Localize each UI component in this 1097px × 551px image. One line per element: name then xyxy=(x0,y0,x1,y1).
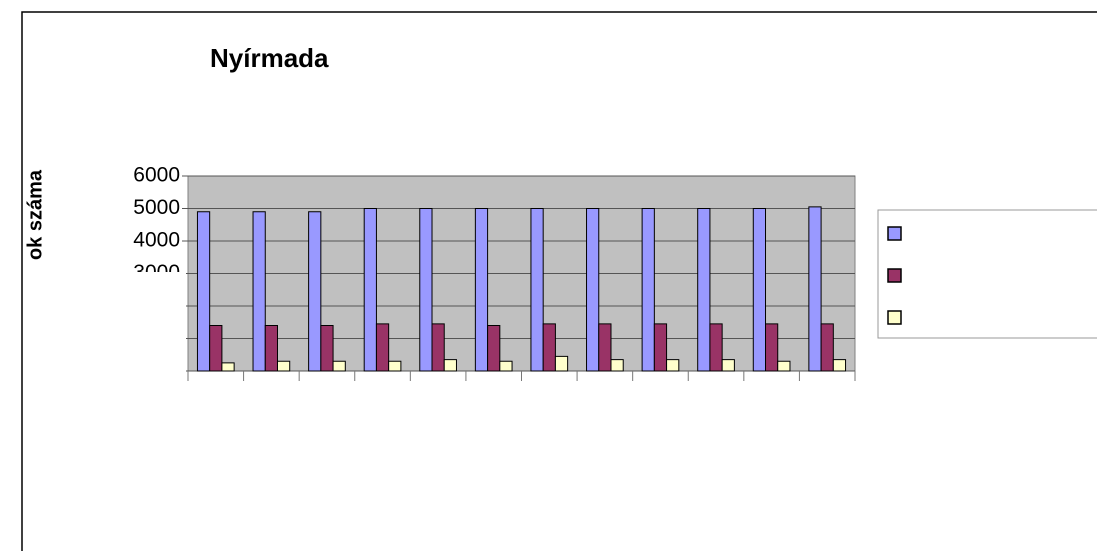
bar xyxy=(221,362,235,372)
bar xyxy=(419,208,433,372)
bar xyxy=(530,208,544,372)
bar xyxy=(641,208,655,372)
bar xyxy=(209,325,223,372)
bar xyxy=(431,323,445,372)
bar xyxy=(721,359,735,372)
bar xyxy=(820,323,834,372)
bar xyxy=(320,325,334,372)
bar xyxy=(474,208,489,372)
bar xyxy=(709,323,723,372)
bar xyxy=(264,325,278,372)
legend xyxy=(877,209,1097,339)
bar xyxy=(697,208,711,372)
bar xyxy=(610,359,624,372)
legend-swatch xyxy=(887,268,902,283)
bar xyxy=(375,323,390,372)
bar xyxy=(308,211,322,372)
y-axis-label: ok száma xyxy=(24,169,46,260)
bar xyxy=(808,206,822,372)
bar xyxy=(487,325,501,372)
y-tick-label: 4000 xyxy=(133,229,180,252)
bar xyxy=(752,208,767,372)
bar xyxy=(586,208,600,372)
bar xyxy=(765,323,779,372)
bar xyxy=(653,323,668,372)
bar xyxy=(443,359,457,372)
legend-swatch xyxy=(887,226,902,241)
bar xyxy=(554,355,569,372)
bar xyxy=(252,211,266,372)
bar xyxy=(363,208,377,372)
clip-cover xyxy=(60,272,186,392)
bar xyxy=(276,360,291,372)
legend-swatch xyxy=(887,310,902,325)
bar xyxy=(332,360,346,372)
bar xyxy=(196,211,211,372)
bar xyxy=(499,360,513,372)
bar xyxy=(666,359,680,372)
bar xyxy=(542,323,556,372)
bar xyxy=(388,360,402,372)
chart-title: Nyírmada xyxy=(210,43,329,73)
bar xyxy=(777,360,791,372)
bar xyxy=(832,359,847,372)
y-tick-label: 5000 xyxy=(133,196,180,219)
bar xyxy=(598,323,612,372)
y-tick-label: 6000 xyxy=(133,164,180,187)
